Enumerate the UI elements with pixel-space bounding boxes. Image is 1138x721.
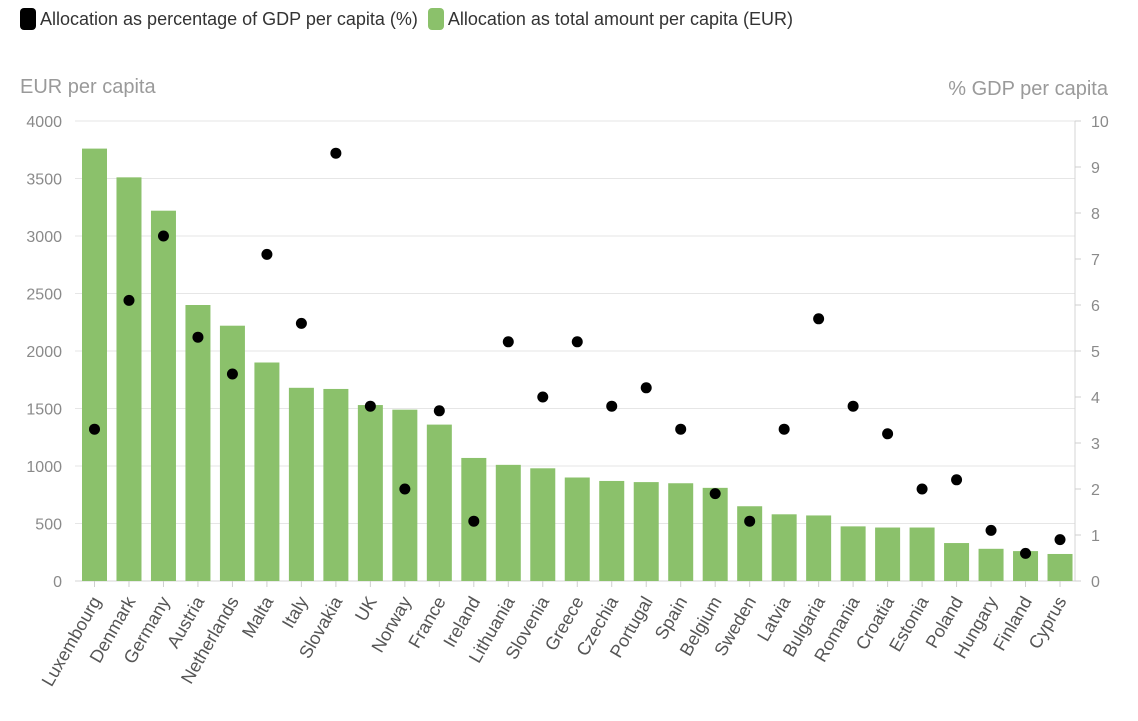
- point-italy: [295, 317, 307, 329]
- legend: Allocation as percentage of GDP per capi…: [20, 8, 803, 30]
- point-cyprus: [1054, 534, 1066, 546]
- legend-label-total-amount: Allocation as total amount per capita (E…: [447, 8, 794, 29]
- bar-france: [426, 424, 452, 581]
- point-slovakia: [330, 147, 342, 159]
- left-tick-label: 500: [35, 517, 62, 534]
- legend-item-gdp-percentage[interactable]: Allocation as percentage of GDP per capi…: [20, 8, 418, 30]
- bar-estonia: [909, 527, 935, 581]
- bar-italy: [288, 387, 314, 581]
- left-tick-label: 3000: [26, 229, 62, 246]
- bar-croatia: [875, 527, 901, 581]
- point-ireland: [468, 515, 480, 527]
- point-romania: [847, 400, 859, 412]
- x-tick-label: Italy: [278, 593, 312, 632]
- right-tick-label: 8: [1091, 206, 1100, 223]
- x-tick-label: Malta: [238, 592, 278, 641]
- point-slovenia: [537, 391, 549, 403]
- point-portugal: [640, 382, 652, 394]
- point-spain: [675, 423, 687, 435]
- bar-greece: [564, 477, 590, 581]
- legend-swatch-green: [427, 8, 444, 30]
- bar-hungary: [978, 548, 1004, 581]
- bar-bulgaria: [806, 515, 832, 581]
- left-tick-label: 2000: [26, 344, 62, 361]
- right-tick-label: 6: [1091, 298, 1100, 315]
- point-bulgaria: [813, 313, 825, 325]
- right-axis-title: % GDP per capita: [948, 78, 1108, 100]
- left-tick-label: 1000: [26, 459, 62, 476]
- point-estonia: [916, 483, 928, 495]
- bar-cyprus: [1047, 553, 1073, 581]
- bar-slovakia: [323, 388, 349, 581]
- point-lithuania: [502, 336, 514, 348]
- left-tick-label: 1500: [26, 402, 62, 419]
- point-czechia: [606, 400, 618, 412]
- point-germany: [157, 230, 169, 242]
- point-finland: [1020, 547, 1032, 559]
- point-france: [433, 405, 445, 417]
- right-tick-label: 7: [1091, 252, 1100, 269]
- bar-lithuania: [495, 464, 521, 581]
- bar-poland: [944, 543, 970, 581]
- bar-romania: [840, 526, 866, 581]
- point-uk: [364, 400, 376, 412]
- point-denmark: [123, 294, 135, 306]
- legend-item-total-amount[interactable]: Allocation as total amount per capita (E…: [427, 8, 794, 30]
- right-tick-label: 10: [1091, 114, 1109, 131]
- bar-denmark: [116, 177, 142, 581]
- point-malta: [261, 248, 273, 260]
- left-tick-label: 2500: [26, 287, 62, 304]
- point-croatia: [882, 428, 894, 440]
- right-tick-label: 4: [1091, 390, 1100, 407]
- bar-uk: [357, 405, 383, 581]
- right-tick-label: 1: [1091, 528, 1100, 545]
- right-tick-label: 3: [1091, 436, 1100, 453]
- bar-malta: [254, 362, 280, 581]
- point-sweden: [744, 515, 756, 527]
- bar-spain: [668, 483, 694, 581]
- point-norway: [399, 483, 411, 495]
- bar-luxembourg: [82, 148, 107, 581]
- bar-germany: [150, 210, 176, 581]
- bar-netherlands: [219, 325, 245, 581]
- legend-swatch-black: [20, 8, 36, 30]
- left-tick-label: 0: [53, 574, 62, 591]
- bar-austria: [185, 305, 211, 581]
- right-tick-label: 0: [1091, 574, 1100, 591]
- point-austria: [192, 331, 204, 343]
- bar-czechia: [599, 480, 625, 581]
- legend-label-gdp-percentage: Allocation as percentage of GDP per capi…: [40, 8, 418, 29]
- point-netherlands: [226, 368, 238, 380]
- point-hungary: [985, 524, 997, 536]
- bar-norway: [392, 409, 418, 581]
- right-tick-label: 2: [1091, 482, 1100, 499]
- right-tick-label: 5: [1091, 344, 1100, 361]
- left-tick-label: 3500: [26, 172, 62, 189]
- right-tick-label: 9: [1091, 160, 1100, 177]
- point-poland: [951, 474, 963, 486]
- x-tick-label: UK: [351, 593, 381, 625]
- bar-portugal: [633, 482, 659, 581]
- point-latvia: [778, 423, 790, 435]
- point-greece: [571, 336, 583, 348]
- left-axis-title: EUR per capita: [20, 76, 156, 98]
- left-tick-label: 4000: [26, 114, 62, 131]
- bar-slovenia: [530, 468, 556, 581]
- bar-latvia: [771, 514, 797, 581]
- bar-belgium: [702, 487, 728, 581]
- point-luxembourg: [89, 423, 100, 435]
- point-belgium: [709, 488, 721, 500]
